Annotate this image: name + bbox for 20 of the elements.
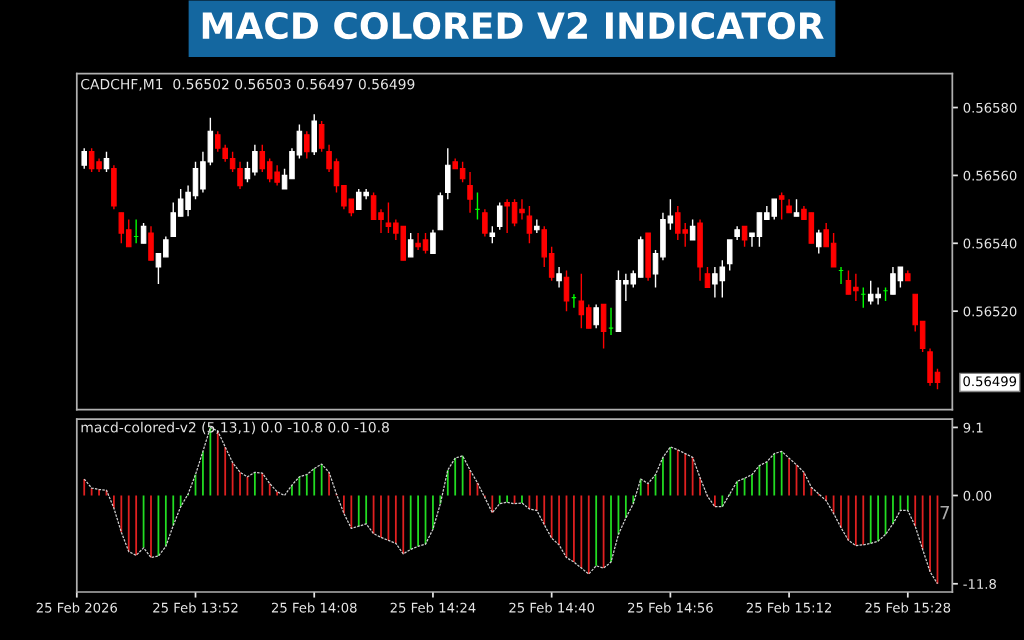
- annotation: 0.56499: [963, 376, 1017, 387]
- x-tick-label: 25 Feb 13:52: [153, 602, 238, 613]
- y-tick-label: 9.1: [963, 422, 983, 433]
- y-tick-label: 0.56580: [963, 102, 1017, 113]
- y-tick-label: 0.56540: [963, 238, 1017, 249]
- annotation: 7: [940, 506, 950, 520]
- y-tick-label: -11.8: [963, 578, 996, 589]
- chart-title: MACD COLORED V2 INDICATOR: [202, 11, 824, 40]
- annotation: macd-colored-v2 (5,13,1) 0.0 -10.8 0.0 -10.8: [81, 421, 389, 435]
- x-tick-label: 25 Feb 14:40: [509, 602, 595, 613]
- y-tick-label: 0.56520: [963, 306, 1017, 317]
- y-tick-label: 0.00: [963, 490, 992, 501]
- x-tick-label: 25 Feb 14:56: [628, 602, 713, 613]
- x-tick-label: 25 Feb 15:28: [865, 602, 951, 613]
- x-tick-label: 25 Feb 15:12: [746, 602, 832, 613]
- x-tick-label: 25 Feb 2026: [36, 602, 118, 613]
- x-tick-label: 25 Feb 14:24: [390, 602, 476, 613]
- x-tick-label: 25 Feb 14:08: [271, 602, 357, 613]
- annotation: CADCHF,M1 0.56502 0.56503 0.56497 0.56499: [81, 78, 415, 91]
- y-tick-label: 0.56560: [963, 170, 1017, 181]
